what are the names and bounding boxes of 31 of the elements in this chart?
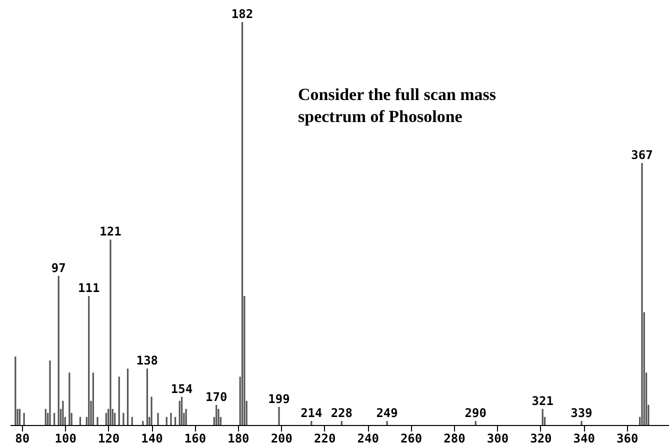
x-tick-label: 180 [228, 432, 250, 446]
annotation: 249 [376, 406, 398, 420]
x-tick-label: 280 [444, 432, 466, 446]
x-tick-label: 100 [54, 432, 76, 446]
x-tick-label: 300 [486, 432, 509, 446]
x-tick-label: 140 [141, 432, 163, 446]
annotation: 199 [268, 392, 290, 406]
annotation: 154 [170, 382, 193, 396]
annotation: 339 [570, 406, 592, 420]
x-tick-label: 260 [400, 432, 422, 446]
x-tick-label: 320 [530, 432, 552, 446]
annotation: 121 [100, 224, 122, 239]
x-tick-label: 80 [15, 432, 30, 446]
x-tick-label: 120 [98, 432, 120, 446]
x-tick-label: 360 [616, 432, 638, 446]
annotation: 321 [532, 394, 554, 408]
x-tick-label: 240 [357, 432, 379, 446]
annotation: 97 [51, 260, 66, 275]
annotation: 182 [231, 7, 254, 21]
x-tick-label: 160 [184, 432, 206, 446]
x-tick-label: 340 [573, 432, 595, 446]
x-tick-label: 220 [314, 432, 336, 446]
annotation: 290 [464, 406, 486, 420]
x-tick-label: 200 [270, 432, 293, 446]
annotation: 228 [330, 406, 353, 420]
annotation: 367 [631, 148, 653, 162]
annotation: 138 [136, 354, 158, 368]
text: Consider the full scan mass spectrum of Phosolone [298, 85, 496, 126]
annotation: 111 [78, 281, 100, 296]
annotation: 170 [206, 390, 228, 404]
annotation: 214 [300, 406, 322, 420]
